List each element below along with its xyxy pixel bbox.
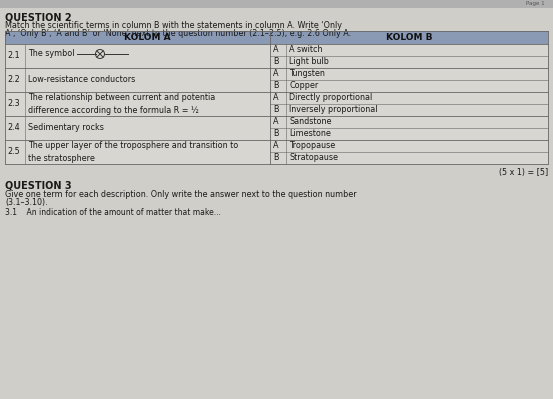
Text: Sedimentary rocks: Sedimentary rocks	[28, 124, 104, 132]
Text: KOLOM A: KOLOM A	[124, 33, 171, 42]
Text: Give one term for each description. Only write the answer next to the question n: Give one term for each description. Only…	[5, 190, 357, 199]
Text: B: B	[273, 154, 279, 162]
Text: (5 x 1) = [5]: (5 x 1) = [5]	[499, 168, 548, 177]
Text: Light bulb: Light bulb	[289, 57, 329, 67]
Text: Tungsten: Tungsten	[289, 69, 325, 79]
Bar	[5, 140, 548, 164]
Text: Directly proportional: Directly proportional	[289, 93, 372, 103]
Bar	[5, 92, 548, 116]
Bar	[5, 68, 548, 92]
Text: A’, ‘Only B’, ‘A and B’ or ‘None’ next to the question number (2.1–2.5), e.g. 2.: A’, ‘Only B’, ‘A and B’ or ‘None’ next t…	[5, 29, 351, 38]
Bar	[5, 44, 548, 68]
Text: Copper: Copper	[289, 81, 318, 91]
Text: A: A	[273, 117, 279, 126]
Bar	[0, 0, 553, 8]
Text: 2.2: 2.2	[7, 75, 20, 85]
Text: B: B	[273, 81, 279, 91]
Text: difference according to the formula R = ½: difference according to the formula R = …	[28, 106, 199, 115]
Text: Limestone: Limestone	[289, 130, 331, 138]
Text: Page 1: Page 1	[526, 2, 545, 6]
Text: 2.1: 2.1	[7, 51, 19, 61]
Text: Tropopause: Tropopause	[289, 142, 335, 150]
Text: B: B	[273, 57, 279, 67]
Text: B: B	[273, 130, 279, 138]
Text: QUESTION 2: QUESTION 2	[5, 12, 72, 22]
Text: A: A	[273, 69, 279, 79]
Text: QUESTION 3: QUESTION 3	[5, 181, 72, 191]
Text: A: A	[273, 93, 279, 103]
Text: Low-resistance conductors: Low-resistance conductors	[28, 75, 135, 85]
Text: 2.4: 2.4	[7, 124, 19, 132]
Text: Match the scientific terms in column B with the statements in column A. Write ‘O: Match the scientific terms in column B w…	[5, 21, 342, 30]
Text: B: B	[273, 105, 279, 115]
Text: A: A	[273, 45, 279, 55]
Text: The upper layer of the troposphere and transition to: The upper layer of the troposphere and t…	[28, 141, 238, 150]
Text: A switch: A switch	[289, 45, 322, 55]
Text: 3.1    An indication of the amount of matter that make...: 3.1 An indication of the amount of matte…	[5, 208, 221, 217]
Text: the stratosphere: the stratosphere	[28, 154, 95, 163]
Text: A: A	[273, 142, 279, 150]
Text: The symbol: The symbol	[28, 49, 75, 59]
Text: Stratopause: Stratopause	[289, 154, 338, 162]
Text: KOLOM B: KOLOM B	[386, 33, 432, 42]
Bar	[5, 31, 548, 44]
Bar	[5, 116, 548, 140]
Text: 2.5: 2.5	[7, 148, 20, 156]
Text: The relationship between current and potentia: The relationship between current and pot…	[28, 93, 215, 102]
Text: 2.3: 2.3	[7, 99, 19, 109]
Text: (3.1–3.10).: (3.1–3.10).	[5, 198, 48, 207]
Text: Sandstone: Sandstone	[289, 117, 331, 126]
Text: Inversely proportional: Inversely proportional	[289, 105, 378, 115]
